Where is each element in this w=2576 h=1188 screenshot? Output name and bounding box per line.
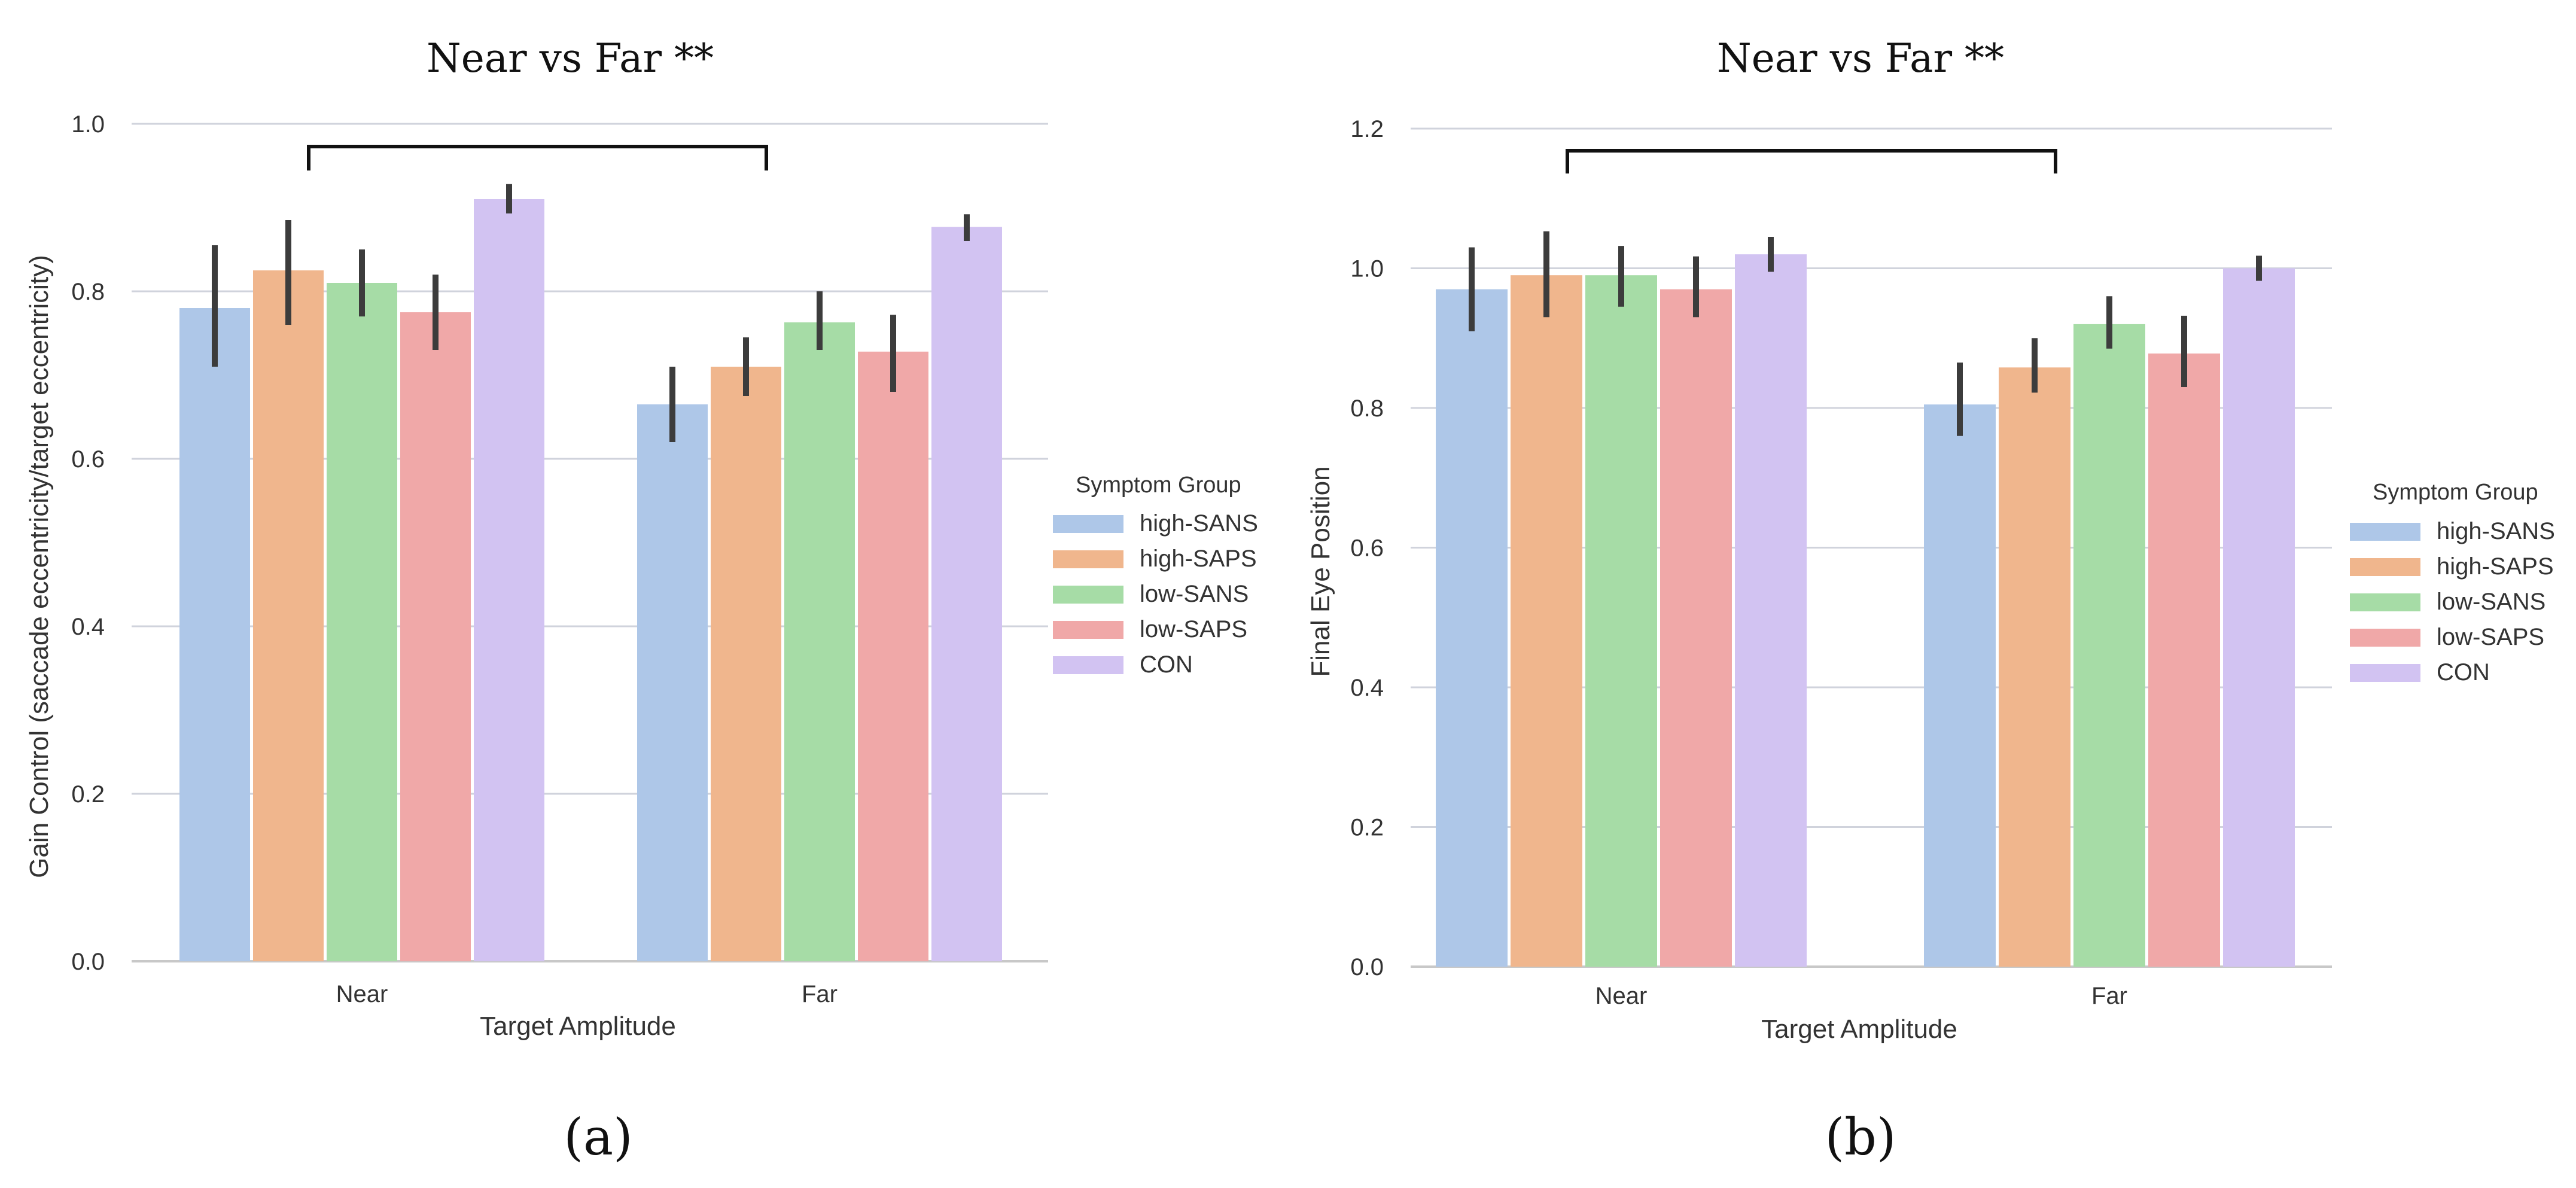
x-axis-label: Target Amplitude	[1761, 1015, 1957, 1044]
bar-low-SANS-far	[784, 322, 855, 961]
legend-item-label: CON	[1140, 651, 1193, 678]
chart-a: 0.0 0.2 0.4 0.6 0.8 1.0 Near Far Near vs Far ** T…	[25, 35, 1258, 1166]
y-tick-label: 0.4	[71, 614, 105, 640]
legend-swatch	[2350, 629, 2420, 647]
chart-title: Near vs Far **	[1717, 35, 2004, 81]
y-tick-label: 0.8	[1350, 395, 1384, 422]
y-tick-label: 0.6	[1350, 535, 1384, 562]
legend-swatch	[2350, 523, 2420, 541]
x-tick-label: Near	[336, 981, 388, 1007]
bar-high-SANS-far	[637, 404, 708, 961]
y-tick-label: 0.4	[1350, 675, 1384, 701]
legend-item-label: CON	[2437, 659, 2490, 686]
y-tick-label: 1.2	[1350, 116, 1384, 142]
bar-high-SANS-near	[179, 308, 250, 961]
y-tick-label: 1.0	[1350, 256, 1384, 282]
x-tick-label: Far	[2091, 983, 2127, 1009]
chart-b: 0.0 0.2 0.4 0.6 0.8 1.0 1.2 Near Far Near vs Far …	[1306, 35, 2555, 1166]
y-tick-label: 0.0	[71, 949, 105, 975]
legend-item-label: high-SANS	[2437, 518, 2555, 544]
bar-high-SAPS-far	[1999, 367, 2070, 967]
legend-swatch	[1053, 656, 1123, 674]
y-tick-label: 0.0	[1350, 954, 1384, 980]
bar-high-SANS-near	[1436, 289, 1508, 967]
y-tick-label: 1.0	[71, 111, 105, 138]
legend-item-label: high-SAPS	[1140, 546, 1257, 572]
legend-swatch	[1053, 621, 1123, 639]
legend-swatch	[2350, 593, 2420, 611]
bar-low-SAPS-far	[2148, 353, 2220, 967]
legend-item-label: low-SANS	[1140, 581, 1249, 607]
legend-swatch	[1053, 586, 1123, 604]
bar-low-SANS-near	[327, 283, 397, 961]
bar-high-SAPS-near	[1511, 275, 1582, 967]
legend-title: Symptom Group	[2373, 480, 2538, 505]
y-tick-label: 0.8	[71, 279, 105, 305]
bar-low-SAPS-far	[858, 351, 928, 961]
legend-swatch	[1053, 550, 1123, 568]
y-axis-label: Final Eye Position	[1306, 466, 1335, 677]
bar-low-SANS-near	[1585, 275, 1657, 967]
y-tick-label: 0.6	[71, 446, 105, 473]
bar-high-SAPS-far	[711, 367, 781, 961]
legend-swatch	[2350, 558, 2420, 576]
bar-CON-far	[2223, 268, 2295, 967]
legend-swatch	[2350, 664, 2420, 682]
legend-swatch	[1053, 515, 1123, 533]
legend-item-label: high-SAPS	[2437, 553, 2554, 580]
bar-high-SAPS-near	[253, 270, 324, 961]
legend-item-label: low-SAPS	[2437, 624, 2544, 650]
legend-item-label: low-SAPS	[1140, 616, 1247, 642]
chart-title: Near vs Far **	[427, 35, 714, 81]
legend-item-label: low-SANS	[2437, 589, 2545, 615]
x-tick-label: Far	[802, 981, 838, 1007]
legend: Symptom Group high-SANS high-SAPS low-SANS l…	[1053, 473, 1258, 678]
bar-CON-near	[474, 199, 544, 961]
y-axis-label: Gain Control (saccade eccentricity/targe…	[25, 255, 54, 878]
figure-caption: (a)	[564, 1108, 633, 1166]
y-tick-label: 0.2	[71, 781, 105, 808]
legend: Symptom Group high-SANS high-SAPS low-SANS l…	[2350, 480, 2555, 686]
figure-caption: (b)	[1825, 1108, 1896, 1166]
x-axis-label: Target Amplitude	[480, 1012, 676, 1041]
significance-bracket	[1566, 149, 2057, 173]
bar-low-SANS-far	[2073, 324, 2145, 967]
bar-low-SAPS-near	[400, 312, 471, 961]
x-tick-label: Near	[1595, 983, 1648, 1009]
bar-CON-near	[1735, 254, 1807, 967]
y-tick-label: 0.2	[1350, 815, 1384, 841]
legend-title: Symptom Group	[1076, 473, 1241, 498]
bar-CON-far	[931, 227, 1002, 962]
bar-low-SAPS-near	[1660, 289, 1732, 967]
legend-item-label: high-SANS	[1140, 510, 1258, 537]
bar-high-SANS-far	[1924, 404, 1996, 967]
significance-bracket	[307, 145, 768, 170]
